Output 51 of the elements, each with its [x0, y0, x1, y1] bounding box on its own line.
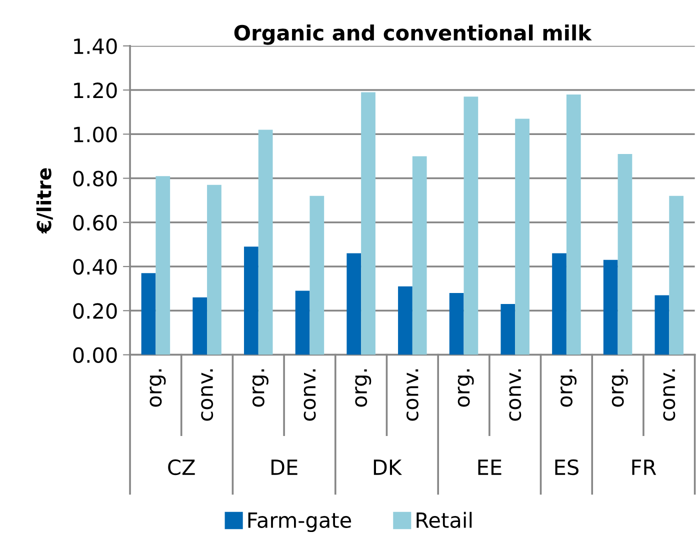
bar — [207, 184, 222, 355]
bar — [244, 246, 258, 355]
y-tick-label: 0.20 — [73, 303, 117, 319]
bar — [310, 196, 324, 355]
bar — [566, 94, 581, 355]
bar — [464, 96, 478, 355]
x-tick-label: org. — [458, 369, 474, 407]
y-axis-title: €/litre — [36, 168, 53, 234]
bar — [449, 293, 464, 355]
text: EE — [478, 460, 502, 475]
bar — [618, 154, 632, 355]
y-tick-label: 1.20 — [74, 82, 117, 98]
chart-title: Organic and conventional milk — [234, 24, 592, 45]
y-tick-label: 0.00 — [73, 347, 117, 363]
x-tick-label: org. — [355, 369, 372, 407]
y-tick-label: 0.60 — [73, 214, 117, 231]
bar — [552, 253, 566, 355]
bar — [669, 196, 684, 355]
bar — [500, 304, 516, 355]
x-tick-label: conv. — [304, 369, 316, 421]
bar — [398, 286, 412, 355]
y-tick-label: 1.00 — [74, 126, 117, 142]
y-tick-label: 0.80 — [73, 170, 117, 186]
text: DK — [374, 460, 402, 475]
bar — [654, 295, 670, 355]
bar — [192, 297, 208, 355]
bar — [603, 260, 618, 355]
x-tick-label: org. — [252, 369, 268, 407]
bar — [141, 273, 156, 355]
text: DE — [271, 460, 298, 475]
legend-label: Retail — [416, 512, 472, 528]
bar — [156, 176, 170, 355]
y-tick-label: 0.40 — [73, 258, 117, 275]
y-tick-label: 1.40 — [74, 38, 117, 54]
text: ES — [555, 459, 578, 476]
x-tick-label: org. — [150, 369, 166, 407]
bar — [258, 130, 273, 355]
text: CZ — [168, 459, 195, 476]
x-tick-label: conv. — [509, 369, 522, 421]
bar — [515, 118, 530, 355]
bar — [361, 92, 376, 355]
bar — [346, 253, 362, 355]
x-tick-label: conv. — [406, 369, 418, 421]
x-tick-label: conv. — [663, 369, 676, 421]
legend-label: Farm-gate — [248, 512, 352, 532]
x-tick-label: org. — [560, 369, 577, 407]
x-tick-label: org. — [612, 369, 628, 407]
bar — [295, 290, 310, 355]
bar — [412, 156, 427, 355]
x-tick-label: conv. — [201, 369, 214, 421]
text: FR — [632, 460, 656, 475]
